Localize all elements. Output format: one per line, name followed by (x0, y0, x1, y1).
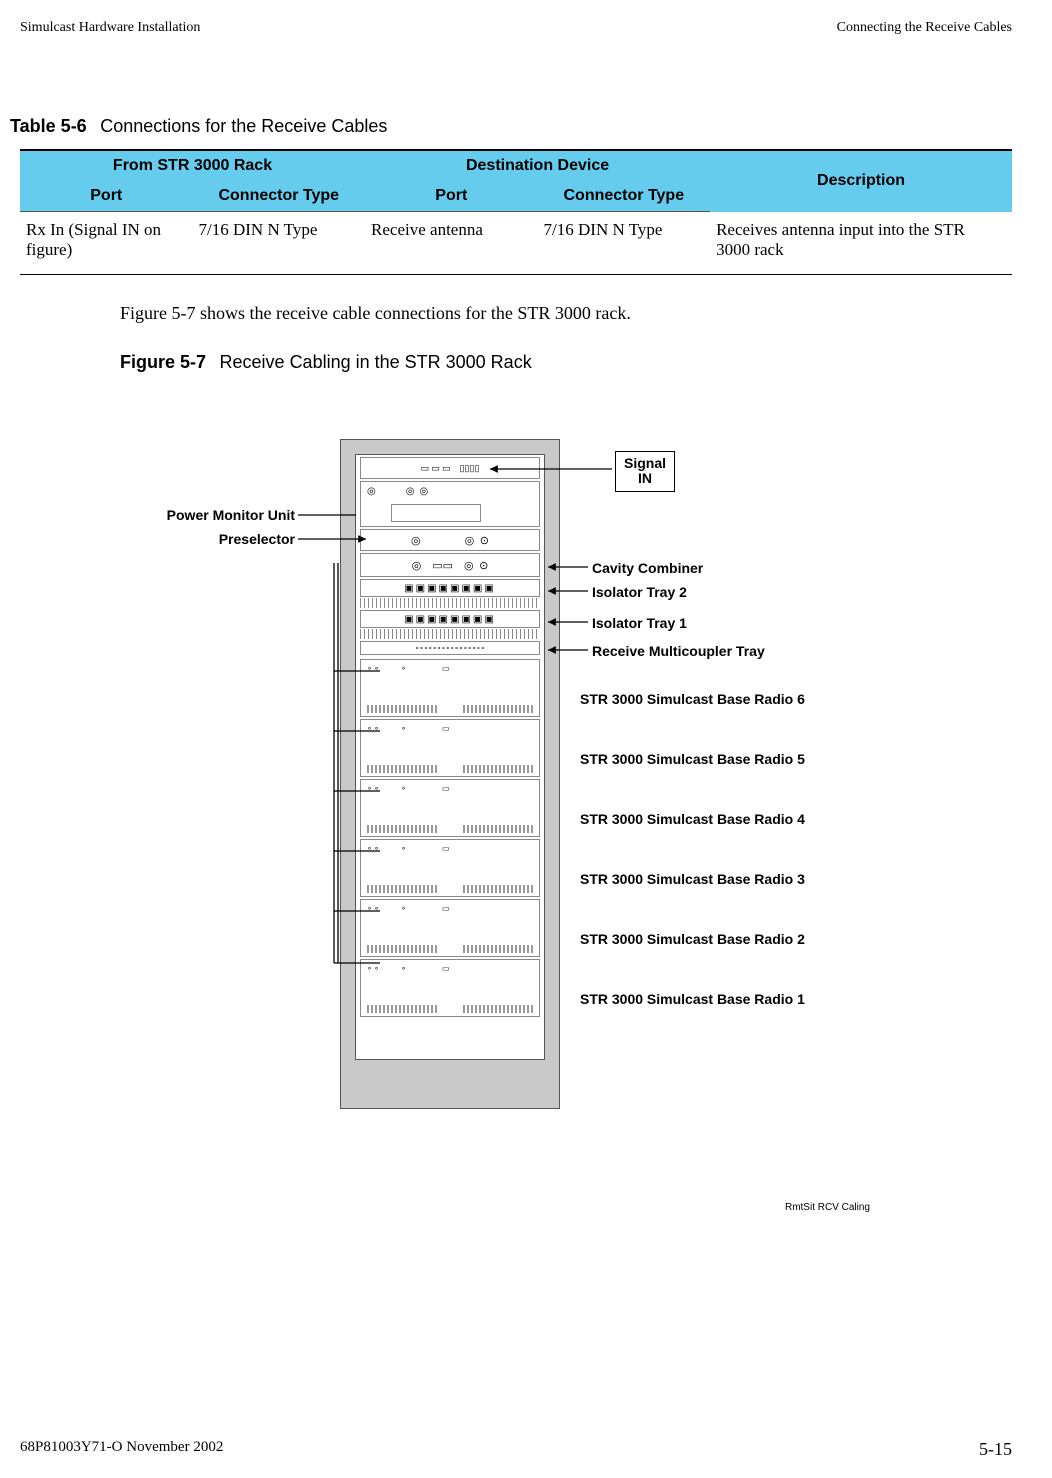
label-preselector: Preselector (120, 531, 295, 547)
label-power-monitor: Power Monitor Unit (120, 507, 295, 523)
signal-in-line2: IN (624, 471, 666, 486)
label-iso2: Isolator Tray 2 (592, 584, 687, 600)
label-radio6: STR 3000 Simulcast Base Radio 6 (580, 691, 805, 707)
cavity-combiner: ◎ ▭▭ ◎ ⊙ (360, 553, 540, 577)
running-headers: Simulcast Hardware Installation Connecti… (20, 20, 1012, 36)
preselector: ◎ ◎ ⊙ (360, 529, 540, 551)
body-paragraph: Figure 5-7 shows the receive cable conne… (120, 303, 1012, 324)
base-radio-6: ∘ ∘ ∘ ▭ (360, 659, 540, 717)
label-radio1: STR 3000 Simulcast Base Radio 1 (580, 991, 805, 1007)
rack-inner: ▭ ▭ ▭ ▯▯▯▯ ◎ ◎ ◎ ◎ ◎ ⊙ ◎ ▭▭ ◎ ⊙ (355, 454, 545, 1060)
power-monitor-unit: ◎ ◎ ◎ (360, 481, 540, 527)
table-title: Connections for the Receive Cables (100, 116, 387, 136)
label-rmc: Receive Multicoupler Tray (592, 643, 765, 659)
isolator-tray-1: ▣▣▣▣▣▣▣▣ (360, 610, 540, 628)
figure-label: Figure 5-7 (120, 352, 206, 372)
header-right: Connecting the Receive Cables (837, 20, 1012, 36)
isolator-tray-2: ▣▣▣▣▣▣▣▣ (360, 579, 540, 597)
col-description: Description (710, 150, 1012, 212)
cell: Receive antenna (365, 212, 538, 275)
base-radio-1: ∘ ∘ ∘ ▭ (360, 959, 540, 1017)
table-caption: Table 5-6 Connections for the Receive Ca… (10, 116, 1012, 137)
cell: Receives antenna input into the STR 3000… (710, 212, 1012, 275)
group-header-row: From STR 3000 Rack Destination Device De… (20, 150, 1012, 181)
footer-left: 68P81003Y71-O November 2002 (20, 1439, 223, 1460)
page-footer: 68P81003Y71-O November 2002 5-15 (20, 1439, 1012, 1460)
label-cavity: Cavity Combiner (592, 560, 703, 576)
signal-in-label: Signal IN (615, 451, 675, 492)
receive-multicoupler-tray: ∘∘∘∘∘∘∘∘∘∘∘∘∘∘∘∘ (360, 641, 540, 655)
cell: 7/16 DIN N Type (193, 212, 366, 275)
connections-table: From STR 3000 Rack Destination Device De… (20, 149, 1012, 275)
figure-watermark: RmtSit RCV Caling (785, 1202, 870, 1213)
group-header-from: From STR 3000 Rack (20, 150, 365, 181)
figure-caption: Figure 5-7 Receive Cabling in the STR 30… (120, 352, 1012, 373)
label-iso1: Isolator Tray 1 (592, 615, 687, 631)
rack-diagram: ▭ ▭ ▭ ▯▯▯▯ ◎ ◎ ◎ ◎ ◎ ⊙ ◎ ▭▭ ◎ ⊙ (120, 403, 880, 1213)
base-radio-3: ∘ ∘ ∘ ▭ (360, 839, 540, 897)
top-panel: ▭ ▭ ▭ ▯▯▯▯ (360, 457, 540, 479)
cell: 7/16 DIN N Type (538, 212, 711, 275)
base-radio-2: ∘ ∘ ∘ ▭ (360, 899, 540, 957)
rack-frame: ▭ ▭ ▭ ▯▯▯▯ ◎ ◎ ◎ ◎ ◎ ⊙ ◎ ▭▭ ◎ ⊙ (340, 439, 560, 1109)
col-port-dest: Port (365, 181, 538, 212)
label-radio5: STR 3000 Simulcast Base Radio 5 (580, 751, 805, 767)
figure-title: Receive Cabling in the STR 3000 Rack (220, 352, 532, 372)
col-conn-dest: Connector Type (538, 181, 711, 212)
group-header-dest: Destination Device (365, 150, 710, 181)
table-label: Table 5-6 (10, 116, 87, 136)
label-radio3: STR 3000 Simulcast Base Radio 3 (580, 871, 805, 887)
base-radio-4: ∘ ∘ ∘ ▭ (360, 779, 540, 837)
label-radio4: STR 3000 Simulcast Base Radio 4 (580, 811, 805, 827)
base-radio-5: ∘ ∘ ∘ ▭ (360, 719, 540, 777)
col-port-from: Port (20, 181, 193, 212)
cell: Rx In (Signal IN on figure) (20, 212, 193, 275)
col-conn-from: Connector Type (193, 181, 366, 212)
label-radio2: STR 3000 Simulcast Base Radio 2 (580, 931, 805, 947)
footer-right: 5-15 (979, 1439, 1012, 1460)
page: Simulcast Hardware Installation Connecti… (0, 0, 1052, 1478)
table-row: Rx In (Signal IN on figure) 7/16 DIN N T… (20, 212, 1012, 275)
header-left: Simulcast Hardware Installation (20, 20, 200, 36)
signal-in-line1: Signal (624, 456, 666, 471)
